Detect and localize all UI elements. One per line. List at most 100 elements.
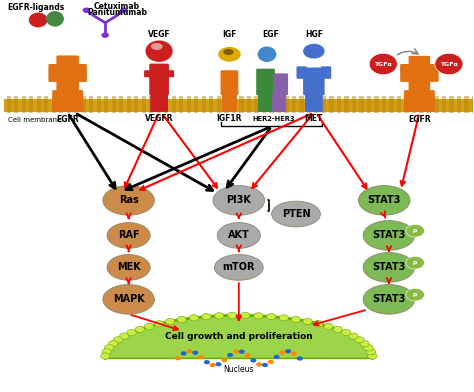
Text: VEGFR: VEGFR <box>145 114 173 123</box>
Ellipse shape <box>406 225 424 237</box>
Bar <box>142 96 146 114</box>
Bar <box>52 96 56 114</box>
Ellipse shape <box>366 349 376 355</box>
Text: EGFR: EGFR <box>56 116 79 124</box>
Bar <box>112 96 116 114</box>
Ellipse shape <box>333 326 343 332</box>
Ellipse shape <box>210 363 216 367</box>
Bar <box>149 96 154 114</box>
FancyBboxPatch shape <box>321 66 331 79</box>
Ellipse shape <box>268 360 274 364</box>
FancyBboxPatch shape <box>75 64 87 82</box>
Ellipse shape <box>363 285 415 314</box>
Bar <box>4 99 474 112</box>
Bar <box>442 96 446 114</box>
Text: Cell growth and proliferation: Cell growth and proliferation <box>165 332 313 341</box>
Ellipse shape <box>127 330 136 336</box>
Bar <box>262 96 266 114</box>
Text: MET: MET <box>305 114 323 123</box>
FancyBboxPatch shape <box>297 66 307 79</box>
Ellipse shape <box>120 7 128 13</box>
Bar <box>404 96 409 114</box>
Bar <box>374 96 379 114</box>
Ellipse shape <box>239 350 245 354</box>
Ellipse shape <box>369 53 397 75</box>
Ellipse shape <box>204 360 210 364</box>
Text: Cetuximab: Cetuximab <box>94 2 140 11</box>
Ellipse shape <box>406 289 424 301</box>
Ellipse shape <box>314 321 323 327</box>
Bar <box>217 96 221 114</box>
Ellipse shape <box>360 341 369 347</box>
Bar <box>472 96 474 114</box>
Text: p: p <box>413 228 417 233</box>
Ellipse shape <box>297 356 303 361</box>
Bar <box>104 96 109 114</box>
Bar <box>239 96 244 114</box>
Text: p: p <box>413 260 417 265</box>
Text: EGFR: EGFR <box>408 116 431 124</box>
Text: STAT3: STAT3 <box>372 262 406 272</box>
Bar <box>352 96 356 114</box>
Bar <box>127 96 131 114</box>
Ellipse shape <box>285 349 291 353</box>
Text: AKT: AKT <box>228 230 250 240</box>
Bar <box>337 96 341 114</box>
Ellipse shape <box>303 44 325 58</box>
Bar <box>210 96 213 114</box>
Ellipse shape <box>368 353 377 359</box>
FancyBboxPatch shape <box>222 92 237 112</box>
FancyBboxPatch shape <box>272 92 286 112</box>
Ellipse shape <box>355 337 365 343</box>
Ellipse shape <box>102 349 111 355</box>
Bar <box>89 96 93 114</box>
Bar <box>119 96 123 114</box>
Bar <box>397 96 401 114</box>
Bar <box>82 96 86 114</box>
Ellipse shape <box>406 256 424 269</box>
Bar <box>172 96 176 114</box>
Bar <box>232 96 236 114</box>
Ellipse shape <box>165 318 175 325</box>
Text: IGF: IGF <box>222 30 237 39</box>
Bar <box>97 96 101 114</box>
Ellipse shape <box>341 330 351 336</box>
Ellipse shape <box>435 53 463 75</box>
Ellipse shape <box>257 47 276 62</box>
Ellipse shape <box>218 47 241 62</box>
Text: RAF: RAF <box>118 230 139 240</box>
FancyBboxPatch shape <box>303 67 325 95</box>
Ellipse shape <box>119 333 129 339</box>
Bar <box>344 96 348 114</box>
Polygon shape <box>105 315 373 358</box>
Text: TGFα: TGFα <box>374 62 392 67</box>
Ellipse shape <box>46 11 64 27</box>
FancyBboxPatch shape <box>48 64 61 82</box>
FancyBboxPatch shape <box>273 73 288 95</box>
Ellipse shape <box>189 315 199 321</box>
Text: MAPK: MAPK <box>113 294 145 304</box>
FancyBboxPatch shape <box>150 92 168 112</box>
Ellipse shape <box>221 358 228 362</box>
Bar <box>277 96 281 114</box>
Ellipse shape <box>103 185 155 215</box>
Bar <box>187 96 191 114</box>
Ellipse shape <box>214 254 263 280</box>
Bar <box>389 96 393 114</box>
Ellipse shape <box>250 358 256 363</box>
Text: HGF: HGF <box>305 30 323 39</box>
Ellipse shape <box>272 201 320 227</box>
Text: STAT3: STAT3 <box>372 294 406 304</box>
Ellipse shape <box>228 312 237 318</box>
Bar <box>457 96 461 114</box>
FancyBboxPatch shape <box>56 55 79 94</box>
Ellipse shape <box>303 318 312 325</box>
Text: Cell membrane: Cell membrane <box>8 116 61 123</box>
Text: p: p <box>413 292 417 297</box>
Bar <box>465 96 469 114</box>
Bar <box>59 96 64 114</box>
Bar <box>14 96 18 114</box>
Ellipse shape <box>107 223 150 248</box>
Ellipse shape <box>279 315 289 321</box>
Bar <box>419 96 424 114</box>
